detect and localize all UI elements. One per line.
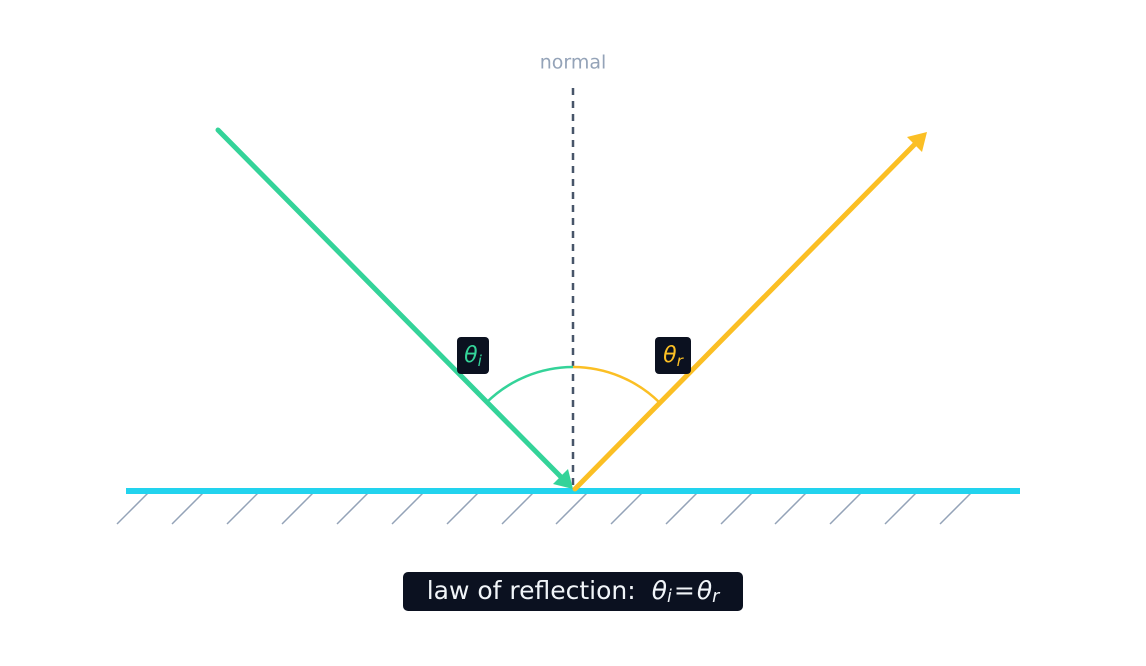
- subscript: r: [677, 352, 685, 370]
- reflected-angle-label: θr: [663, 343, 684, 370]
- normal-label: normal: [540, 52, 607, 74]
- caption: law of reflection: θi=θr: [427, 576, 721, 607]
- reflected-label-box: [655, 337, 691, 374]
- reflected-arrowhead: [907, 132, 927, 152]
- incident-arrowhead: [553, 469, 573, 489]
- surface-hatching: [116, 490, 974, 525]
- incident-label-box: [457, 337, 489, 374]
- symbol: θ: [652, 576, 667, 605]
- relation: =: [674, 576, 695, 605]
- subscript: i: [478, 352, 483, 370]
- symbol: θ: [697, 576, 712, 605]
- incident-ray: [215, 127, 565, 481]
- subscript: r: [712, 587, 721, 607]
- caption-text: law of reflection:: [427, 576, 636, 605]
- reflected-angle-arc: [572, 365, 661, 404]
- incident-angle-label: θi: [464, 343, 482, 370]
- caption-box: [403, 572, 743, 611]
- subscript: i: [667, 587, 672, 607]
- symbol: θ: [663, 343, 677, 368]
- incident-angle-arc: [485, 365, 574, 404]
- symbol: θ: [464, 343, 478, 368]
- reflected-ray: [572, 140, 919, 492]
